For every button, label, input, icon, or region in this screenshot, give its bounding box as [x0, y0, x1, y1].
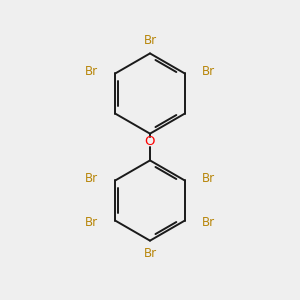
Text: Br: Br: [85, 217, 98, 230]
Text: O: O: [145, 136, 155, 148]
Text: Br: Br: [85, 172, 98, 184]
Text: Br: Br: [202, 65, 215, 79]
Text: Br: Br: [143, 34, 157, 47]
Text: Br: Br: [85, 65, 98, 79]
Text: Br: Br: [143, 247, 157, 260]
Text: Br: Br: [202, 172, 215, 184]
Text: Br: Br: [202, 217, 215, 230]
